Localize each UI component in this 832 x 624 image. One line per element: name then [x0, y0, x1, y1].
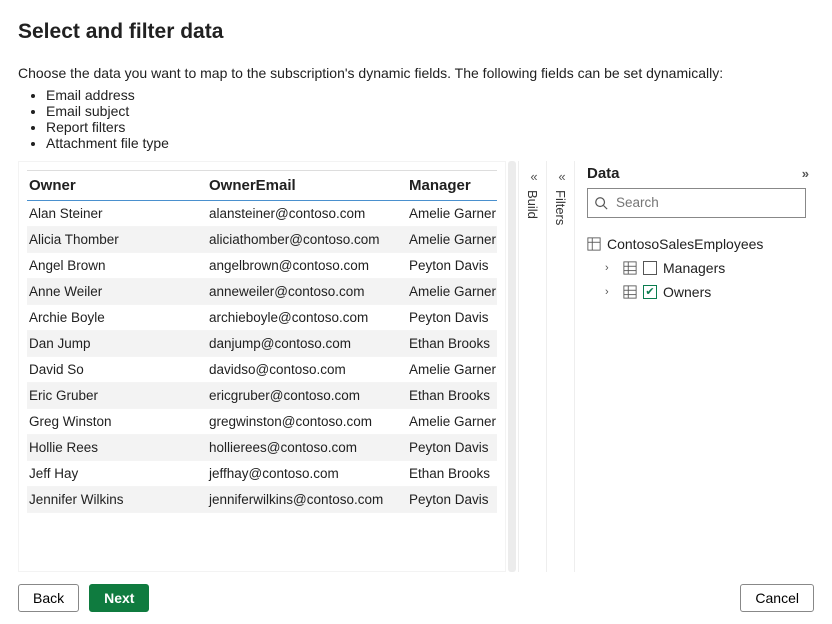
table-row[interactable]: Greg Winstongregwinston@contoso.comAmeli… [27, 408, 497, 434]
table-row[interactable]: Hollie Reeshollierees@contoso.comPeyton … [27, 434, 497, 460]
tree-table-label: Managers [663, 260, 725, 276]
table-row[interactable]: Archie Boylearchieboyle@contoso.comPeyto… [27, 304, 497, 330]
pane-resize-handle[interactable] [508, 161, 516, 572]
table-cell: Jeff Hay [27, 460, 207, 486]
table-cell: Alicia Thomber [27, 226, 207, 252]
tree-dataset-label: ContosoSalesEmployees [607, 236, 763, 252]
chevron-left-icon: « [530, 169, 534, 184]
preview-table: OwnerOwnerEmailManager Alan Steineralans… [27, 170, 497, 513]
data-preview-pane: OwnerOwnerEmailManager Alan Steineralans… [18, 161, 506, 572]
column-header[interactable]: OwnerEmail [207, 170, 407, 200]
table-cell: Amelie Garner [407, 200, 497, 226]
search-box[interactable] [587, 188, 806, 218]
cancel-button[interactable]: Cancel [740, 584, 814, 612]
intro-text: Choose the data you want to map to the s… [18, 64, 814, 83]
build-collapsed-tab[interactable]: « Build [518, 161, 546, 572]
table-cell: Alan Steiner [27, 200, 207, 226]
table-cell: Jennifer Wilkins [27, 486, 207, 512]
table-cell: Hollie Rees [27, 434, 207, 460]
table-row[interactable]: Alan Steineralansteiner@contoso.comAmeli… [27, 200, 497, 226]
table-row[interactable]: Eric Gruberericgruber@contoso.comEthan B… [27, 382, 497, 408]
tree-table-row[interactable]: › Owners [587, 280, 806, 304]
build-tab-label: Build [525, 190, 540, 219]
table-row[interactable]: Jeff Hayjeffhay@contoso.comEthan Brooks [27, 460, 497, 486]
table-cell: gregwinston@contoso.com [207, 408, 407, 434]
table-cell: Amelie Garner [407, 408, 497, 434]
table-cell: Amelie Garner [407, 356, 497, 382]
table-cell: Peyton Davis [407, 486, 497, 512]
filters-collapsed-tab[interactable]: « Filters [546, 161, 574, 572]
intro-bullets: Email addressEmail subjectReport filters… [18, 87, 814, 151]
table-cell: angelbrown@contoso.com [207, 252, 407, 278]
tree-table-label: Owners [663, 284, 711, 300]
data-preview-scroll[interactable]: OwnerOwnerEmailManager Alan Steineralans… [27, 170, 497, 563]
column-header[interactable]: Manager [407, 170, 497, 200]
table-cell: Peyton Davis [407, 434, 497, 460]
table-row[interactable]: Jennifer Wilkinsjenniferwilkins@contoso.… [27, 486, 497, 512]
intro-bullet: Attachment file type [46, 135, 814, 151]
table-cell: Peyton Davis [407, 304, 497, 330]
table-cell: Dan Jump [27, 330, 207, 356]
search-input[interactable] [614, 194, 799, 211]
table-cell: davidso@contoso.com [207, 356, 407, 382]
search-icon [594, 196, 608, 210]
tree-checkbox[interactable] [643, 285, 657, 299]
table-cell: ericgruber@contoso.com [207, 382, 407, 408]
table-cell: Amelie Garner [407, 278, 497, 304]
table-cell: hollierees@contoso.com [207, 434, 407, 460]
back-button[interactable]: Back [18, 584, 79, 612]
filters-tab-label: Filters [553, 190, 568, 225]
data-pane-title: Data [587, 165, 620, 182]
chevron-right-icon[interactable]: › [605, 286, 617, 298]
table-cell: Archie Boyle [27, 304, 207, 330]
chevron-right-icon[interactable]: › [605, 262, 617, 274]
table-cell: Greg Winston [27, 408, 207, 434]
table-cell: alansteiner@contoso.com [207, 200, 407, 226]
intro-bullet: Email address [46, 87, 814, 103]
table-cell: Amelie Garner [407, 226, 497, 252]
table-icon [623, 285, 637, 299]
table-cell: Anne Weiler [27, 278, 207, 304]
column-header[interactable]: Owner [27, 170, 207, 200]
chevron-left-icon: « [558, 169, 562, 184]
chevron-right-icon[interactable]: » [802, 166, 806, 181]
next-button[interactable]: Next [89, 584, 149, 612]
table-row[interactable]: Angel Brownangelbrown@contoso.comPeyton … [27, 252, 497, 278]
table-cell: Ethan Brooks [407, 330, 497, 356]
page-title: Select and filter data [18, 20, 814, 44]
table-row[interactable]: Dan Jumpdanjump@contoso.comEthan Brooks [27, 330, 497, 356]
table-cell: Ethan Brooks [407, 460, 497, 486]
dataset-icon [587, 237, 601, 251]
table-cell: anneweiler@contoso.com [207, 278, 407, 304]
table-cell: danjump@contoso.com [207, 330, 407, 356]
table-cell: jeffhay@contoso.com [207, 460, 407, 486]
footer: Back Next Cancel [18, 572, 814, 612]
table-cell: Peyton Davis [407, 252, 497, 278]
data-pane: Data » ContosoSalesEmployees › Managers › O… [574, 161, 814, 572]
table-icon [623, 261, 637, 275]
table-cell: Eric Gruber [27, 382, 207, 408]
table-row[interactable]: David Sodavidso@contoso.comAmelie Garner [27, 356, 497, 382]
table-cell: jenniferwilkins@contoso.com [207, 486, 407, 512]
tree-dataset-row[interactable]: ContosoSalesEmployees [587, 232, 806, 256]
tree-checkbox[interactable] [643, 261, 657, 275]
table-cell: Ethan Brooks [407, 382, 497, 408]
intro-bullet: Report filters [46, 119, 814, 135]
table-cell: archieboyle@contoso.com [207, 304, 407, 330]
intro-bullet: Email subject [46, 103, 814, 119]
table-cell: Angel Brown [27, 252, 207, 278]
table-row[interactable]: Anne Weileranneweiler@contoso.comAmelie … [27, 278, 497, 304]
table-row[interactable]: Alicia Thomberaliciathomber@contoso.comA… [27, 226, 497, 252]
table-cell: aliciathomber@contoso.com [207, 226, 407, 252]
table-cell: David So [27, 356, 207, 382]
tree-table-row[interactable]: › Managers [587, 256, 806, 280]
